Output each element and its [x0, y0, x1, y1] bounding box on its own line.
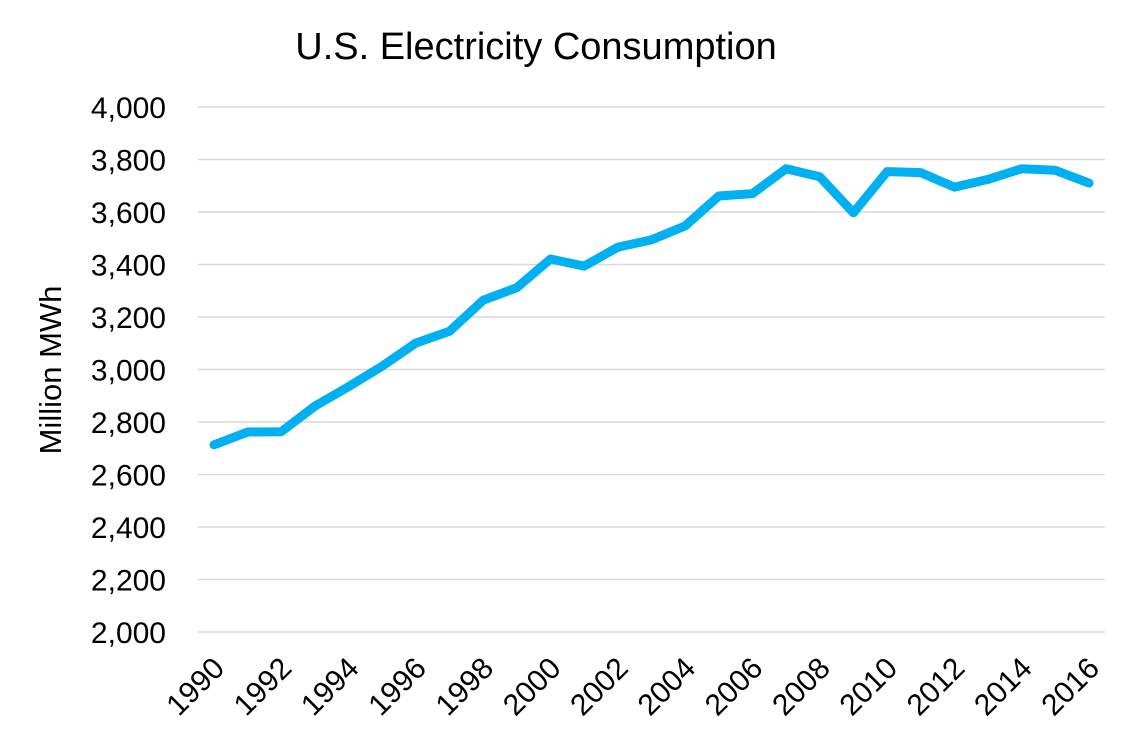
- y-tick-label: 2,000: [91, 617, 166, 650]
- y-tick-label: 2,600: [91, 460, 166, 493]
- x-tick-label: 2002: [564, 652, 635, 723]
- y-axis-label: Million MWh: [33, 286, 68, 455]
- y-tick-label: 4,000: [91, 92, 166, 125]
- y-tick-label: 3,800: [91, 145, 166, 178]
- x-tick-label: 2012: [901, 652, 972, 723]
- chart-title: U.S. Electricity Consumption: [295, 26, 777, 68]
- y-tick-label: 2,200: [91, 565, 166, 598]
- grid-lines: [198, 106, 1105, 633]
- x-tick-label: 2000: [497, 652, 568, 723]
- x-tick-label: 2016: [1035, 652, 1106, 723]
- x-tick-label: 2006: [699, 652, 770, 723]
- y-tick-label: 3,000: [91, 355, 166, 388]
- x-tick-label: 2014: [968, 652, 1039, 723]
- x-tick-label: 1994: [295, 652, 366, 723]
- y-tick-label: 2,400: [91, 512, 166, 545]
- y-tick-label: 3,200: [91, 302, 166, 335]
- x-tick-labels: 1990199219941996199820002002200420062008…: [160, 652, 1106, 723]
- x-tick-label: 2008: [766, 652, 837, 723]
- series-line: [209, 164, 1094, 450]
- y-tick-label: 3,600: [91, 197, 166, 230]
- x-tick-label: 1996: [362, 652, 433, 723]
- x-tick-label: 1990: [160, 652, 231, 723]
- x-tick-label: 2010: [833, 652, 904, 723]
- series-layer: [209, 164, 1094, 450]
- x-tick-label: 1998: [430, 652, 501, 723]
- y-tick-labels: 2,000 2,200 2,400 2,600 2,800 3,000 3,200 3,400…: [91, 92, 166, 650]
- y-tick-label: 3,400: [91, 250, 166, 283]
- x-tick-label: 1992: [228, 652, 299, 723]
- y-tick-label: 2,800: [91, 407, 166, 440]
- x-tick-label: 2004: [632, 652, 703, 723]
